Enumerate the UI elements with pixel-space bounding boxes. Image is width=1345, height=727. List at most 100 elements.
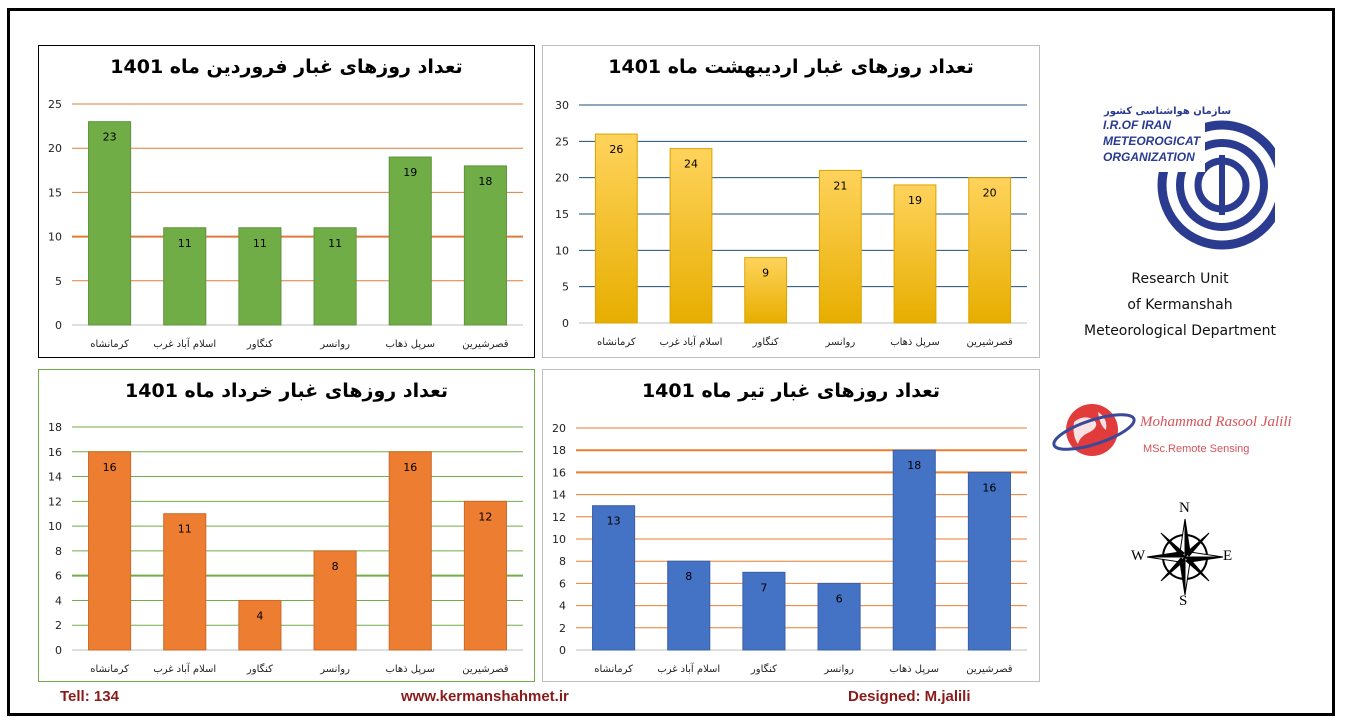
bar	[742, 571, 786, 651]
x-tick-label: قصرشیرین	[966, 664, 1012, 675]
x-tick-label: سرپل ذهاب	[890, 337, 940, 348]
y-tick-label: 2	[559, 622, 566, 635]
bar	[88, 451, 132, 651]
chart-ordibehesht: تعداد روزهای غبار اردیبهشت ماه 1401 0 5 10…	[542, 45, 1040, 358]
chart-title: تعداد روزهای غبار فروردین ماه 1401	[110, 56, 463, 78]
bar	[163, 513, 207, 651]
organization-name-en-1: I.R.OF IRAN	[1103, 118, 1171, 132]
organization-name-en-3: ORGANIZATION	[1103, 150, 1195, 164]
y-tick-label: 20	[48, 142, 62, 155]
y-tick-label: 6	[559, 577, 566, 590]
y-tick-label: 25	[48, 98, 62, 111]
bar	[667, 560, 711, 651]
data-label: 19	[908, 194, 922, 207]
y-tick-label: 18	[552, 444, 566, 457]
y-tick-label: 16	[552, 466, 566, 479]
globe-logo-icon	[1052, 404, 1136, 456]
data-label: 7	[760, 581, 767, 594]
bar	[968, 177, 1012, 324]
signature-name: Mohammad Rasool Jalili	[1140, 414, 1292, 430]
chart-title: تعداد روزهای غبار خرداد ماه 1401	[125, 380, 448, 402]
y-tick-label: 6	[55, 570, 62, 583]
x-tick-label: اسلام آباد غرب	[153, 337, 216, 350]
y-tick-label: 15	[48, 186, 62, 199]
data-label: 16	[982, 481, 996, 494]
chart-tir: تعداد روزهای غبار تیر ماه 1401 0 2 4 6 8 10 12…	[542, 369, 1040, 682]
bar	[388, 451, 432, 651]
y-tick-label: 12	[48, 495, 62, 508]
data-label: 19	[403, 166, 417, 179]
data-label: 16	[103, 461, 117, 474]
y-tick-label: 16	[48, 446, 62, 459]
bar	[313, 550, 357, 651]
y-tick-label: 10	[552, 533, 566, 546]
organization-name-fa: سازمان هواشناسی کشور	[1104, 106, 1232, 117]
y-tick-label: 0	[562, 317, 569, 330]
bar	[313, 227, 357, 326]
data-label: 26	[609, 143, 623, 156]
footer-tel: Tell: 134	[60, 688, 119, 705]
research-unit-line-1: Research Unit	[1131, 271, 1229, 287]
compass-rose-icon	[1146, 518, 1224, 596]
x-tick-label: روانسر	[319, 664, 350, 675]
compass-s: S	[1179, 593, 1188, 609]
chart-title: تعداد روزهای غبار تیر ماه 1401	[641, 380, 941, 402]
y-tick-label: 10	[48, 520, 62, 533]
y-tick-label: 0	[55, 644, 62, 657]
x-tick-label: قصرشیرین	[462, 339, 508, 350]
y-tick-label: 30	[555, 99, 569, 112]
data-label: 18	[907, 459, 921, 472]
x-tick-label: کرمانشاه	[594, 664, 633, 675]
x-tick-label: روانسر	[319, 339, 350, 350]
bar	[592, 505, 636, 651]
bar	[967, 471, 1011, 651]
y-tick-label: 18	[48, 421, 62, 434]
x-tick-label: اسلام آباد غرب	[153, 662, 216, 675]
bar	[88, 121, 132, 326]
chart-plot: 0 2 4 6 8 10 12 14 16 18 20 13 کرمانشاه 8 اسلام آباد غ…	[552, 422, 1027, 675]
y-tick-label: 0	[559, 644, 566, 657]
chart-farvardin: تعداد روزهای غبار فروردین ماه 1401 0 5 10 1…	[38, 45, 535, 358]
y-tick-label: 14	[552, 489, 566, 502]
chart-plot: 0 5 10 15 20 25 30 26 کرمانشاه 24 اسلام آباد غرب 9 ک…	[555, 99, 1027, 348]
x-tick-label: کنگاور	[752, 336, 779, 348]
bar	[163, 227, 207, 326]
compass-n: N	[1179, 500, 1190, 516]
y-tick-label: 4	[559, 600, 566, 613]
data-label: 20	[983, 187, 997, 200]
y-tick-label: 8	[55, 545, 62, 558]
data-label: 9	[762, 267, 769, 280]
data-label: 24	[684, 158, 698, 171]
y-tick-label: 20	[552, 422, 566, 435]
x-tick-label: کرمانشاه	[90, 339, 129, 350]
compass-e: E	[1223, 548, 1233, 564]
bar	[594, 133, 638, 324]
footer-website[interactable]: www.kermanshahmet.ir	[401, 688, 569, 705]
bar	[463, 165, 507, 326]
y-tick-label: 8	[559, 555, 566, 568]
data-label: 18	[478, 175, 492, 188]
x-tick-label: روانسر	[824, 337, 855, 348]
bar	[388, 156, 432, 326]
data-label: 6	[836, 592, 843, 605]
x-tick-label: سرپل ذهاب	[889, 664, 939, 675]
x-tick-label: کنگاور	[750, 663, 777, 675]
x-tick-label: کنگاور	[246, 338, 273, 350]
data-label: 11	[328, 237, 342, 250]
y-tick-label: 10	[555, 244, 569, 257]
chart-title: تعداد روزهای غبار اردیبهشت ماه 1401	[608, 56, 974, 78]
y-tick-label: 0	[55, 319, 62, 332]
research-unit-line-2: of Kermanshah	[1127, 297, 1233, 313]
research-unit-line-3: Meteorological Department	[1084, 323, 1276, 339]
y-tick-label: 12	[552, 511, 566, 524]
x-tick-label: اسلام آباد غرب	[657, 662, 720, 675]
logo-emblem-icon	[1095, 100, 1275, 250]
y-tick-label: 25	[555, 135, 569, 148]
y-tick-label: 5	[55, 275, 62, 288]
x-tick-label: قصرشیرین	[967, 337, 1013, 348]
chart-plot: 0 2 4 6 8 10 12 14 16 18 16 کرمانشاه 11 اسلام آباد غر…	[48, 421, 523, 675]
y-tick-label: 15	[555, 208, 569, 221]
x-tick-label: کرمانشاه	[597, 337, 636, 348]
data-label: 11	[253, 237, 267, 250]
x-tick-label: اسلام آباد غرب	[660, 335, 723, 348]
